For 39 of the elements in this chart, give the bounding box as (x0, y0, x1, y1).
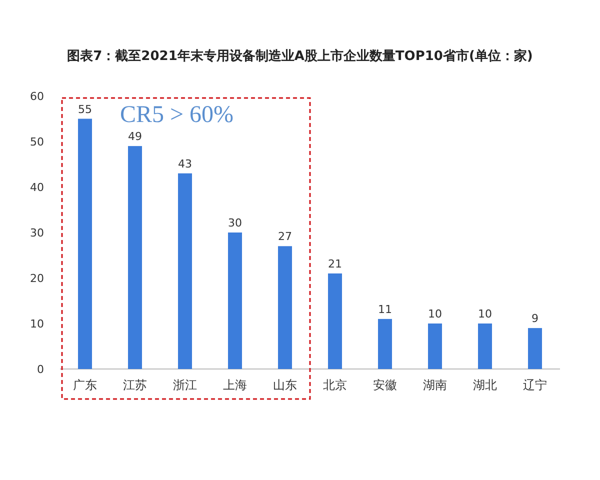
x-tick-label: 广东 (73, 378, 97, 392)
x-tick-label: 安徽 (373, 378, 397, 392)
data-label: 21 (328, 257, 342, 270)
data-label: 10 (428, 308, 442, 320)
bar (478, 324, 492, 369)
bar (428, 324, 442, 369)
data-label: 27 (278, 230, 292, 244)
x-tick-label: 湖北 (473, 378, 497, 392)
annotation: CR5 > 60% (120, 102, 234, 128)
x-tick-label: 北京 (323, 378, 347, 392)
data-label: 9 (532, 312, 538, 326)
data-label: 11 (378, 302, 392, 316)
bar (328, 273, 342, 369)
x-tick-label: 湖南 (423, 378, 447, 392)
bar (78, 118, 92, 369)
y-tick-label: 0 (37, 363, 44, 376)
data-label: 10 (478, 308, 492, 320)
data-label: 49 (128, 130, 142, 144)
bar (378, 318, 392, 369)
x-tick-label: 江苏 (123, 378, 147, 392)
x-tick-label: 上海 (223, 378, 247, 392)
x-tick-label: 山东 (273, 378, 297, 392)
bar (528, 328, 542, 369)
data-label: 43 (178, 157, 192, 170)
bar (178, 173, 192, 369)
chart-title: 图表7：截至2021年末专用设备制造业A股上市企业数量TOP10省市(单位：家) (67, 48, 533, 64)
y-tick-label: 20 (30, 272, 44, 285)
x-tick-label: 辽宁 (523, 378, 547, 392)
bar (228, 232, 242, 369)
y-tick-label: 30 (30, 226, 44, 240)
x-tick-label: 浙江 (173, 378, 197, 392)
y-tick-label: 60 (30, 90, 44, 103)
y-tick-label: 10 (30, 318, 44, 330)
y-tick-label: 40 (30, 181, 44, 194)
data-label: 30 (228, 216, 242, 230)
bar (278, 246, 292, 369)
y-tick-label: 50 (30, 136, 44, 148)
data-label: 55 (78, 102, 92, 116)
bar (128, 146, 142, 369)
